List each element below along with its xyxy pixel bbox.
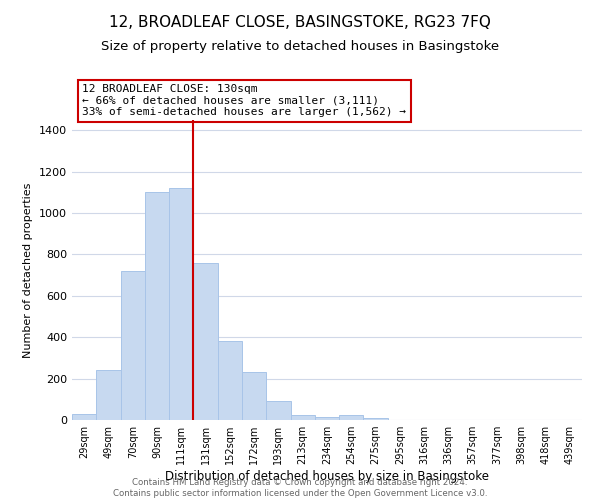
Text: 12, BROADLEAF CLOSE, BASINGSTOKE, RG23 7FQ: 12, BROADLEAF CLOSE, BASINGSTOKE, RG23 7… xyxy=(109,15,491,30)
Text: Contains HM Land Registry data © Crown copyright and database right 2024.
Contai: Contains HM Land Registry data © Crown c… xyxy=(113,478,487,498)
Bar xyxy=(72,414,96,420)
Bar xyxy=(218,342,242,420)
Bar xyxy=(121,271,145,420)
Text: Size of property relative to detached houses in Basingstoke: Size of property relative to detached ho… xyxy=(101,40,499,53)
Bar xyxy=(242,372,266,420)
Text: 12 BROADLEAF CLOSE: 130sqm
← 66% of detached houses are smaller (3,111)
33% of s: 12 BROADLEAF CLOSE: 130sqm ← 66% of deta… xyxy=(82,84,406,117)
Bar xyxy=(364,418,388,420)
Bar xyxy=(96,370,121,420)
Y-axis label: Number of detached properties: Number of detached properties xyxy=(23,182,34,358)
Bar xyxy=(169,188,193,420)
Bar xyxy=(339,415,364,420)
Bar xyxy=(290,415,315,420)
Bar xyxy=(145,192,169,420)
X-axis label: Distribution of detached houses by size in Basingstoke: Distribution of detached houses by size … xyxy=(165,470,489,483)
Bar xyxy=(315,417,339,420)
Bar xyxy=(193,263,218,420)
Bar xyxy=(266,402,290,420)
